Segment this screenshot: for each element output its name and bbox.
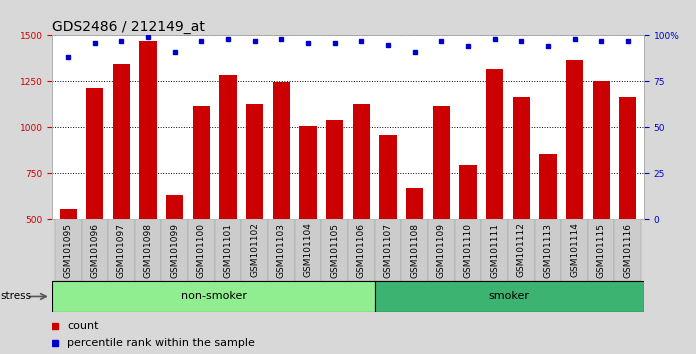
Bar [246,104,263,219]
Bar [454,219,481,281]
Bar [299,126,317,219]
Bar [428,219,454,281]
Bar [139,41,157,219]
Bar [539,154,557,219]
Text: GSM101096: GSM101096 [90,223,100,278]
Text: GSM101110: GSM101110 [464,223,473,278]
Bar [348,219,374,281]
Bar [326,120,343,219]
Bar [619,97,636,219]
Text: GSM101112: GSM101112 [516,223,525,278]
Bar [52,281,375,312]
Text: GDS2486 / 212149_at: GDS2486 / 212149_at [52,21,205,34]
Bar [406,188,423,219]
Bar [166,195,184,219]
Text: GSM101109: GSM101109 [437,223,445,278]
Text: GSM101116: GSM101116 [624,223,632,278]
Bar [353,103,370,219]
Bar [374,219,402,281]
Bar [481,219,508,281]
Text: GSM101108: GSM101108 [410,223,419,278]
Bar [273,82,290,219]
Bar [108,219,135,281]
Text: GSM101101: GSM101101 [223,223,232,278]
Bar [294,219,322,281]
Bar [60,209,77,219]
Text: percentile rank within the sample: percentile rank within the sample [67,338,255,348]
Bar [268,219,294,281]
Bar [459,165,477,219]
Bar [86,88,104,219]
Text: GSM101115: GSM101115 [596,223,606,278]
Bar [486,69,503,219]
Bar [219,75,237,219]
Text: GSM101105: GSM101105 [330,223,339,278]
Bar [113,64,130,219]
Bar [592,81,610,219]
Text: smoker: smoker [489,291,530,302]
Bar [161,219,188,281]
Text: GSM101100: GSM101100 [197,223,206,278]
Bar [433,106,450,219]
Text: GSM101104: GSM101104 [303,223,313,278]
Bar [588,219,615,281]
Text: GSM101102: GSM101102 [251,223,259,278]
Bar [215,219,242,281]
Bar [535,219,561,281]
Bar [566,60,583,219]
Text: GSM101113: GSM101113 [544,223,553,278]
Bar [561,219,588,281]
Text: non-smoker: non-smoker [180,291,246,302]
Bar [55,219,81,281]
Bar [188,219,215,281]
Bar [402,219,428,281]
Bar [193,106,210,219]
Text: stress: stress [1,291,32,302]
Text: GSM101099: GSM101099 [171,223,180,278]
Text: GSM101103: GSM101103 [277,223,286,278]
Bar [135,219,161,281]
Text: GSM101097: GSM101097 [117,223,126,278]
Bar [379,135,397,219]
Bar [375,281,644,312]
Bar [81,219,108,281]
Text: count: count [67,321,99,331]
Bar [512,97,530,219]
Bar [615,219,641,281]
Bar [322,219,348,281]
Text: GSM101114: GSM101114 [570,223,579,278]
Text: GSM101106: GSM101106 [357,223,366,278]
Text: GSM101098: GSM101098 [143,223,152,278]
Text: GSM101107: GSM101107 [383,223,393,278]
Bar [508,219,535,281]
Bar [242,219,268,281]
Text: GSM101095: GSM101095 [64,223,72,278]
Text: GSM101111: GSM101111 [490,223,499,278]
